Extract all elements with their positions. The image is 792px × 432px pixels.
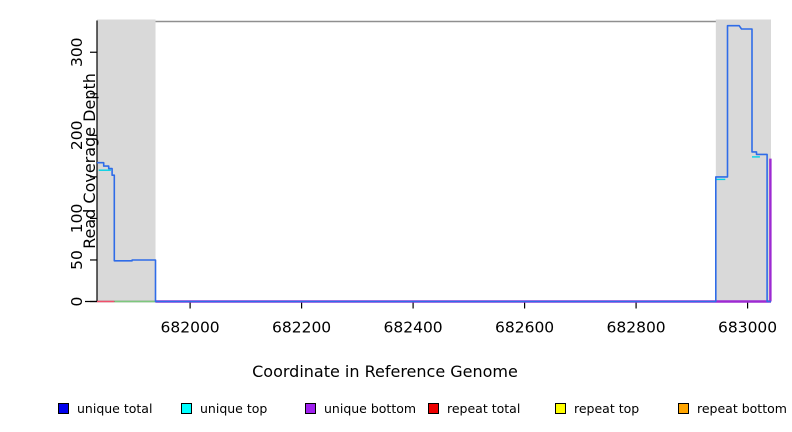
- x-tick-label: 682400: [384, 319, 443, 337]
- legend-label: repeat total: [447, 401, 521, 416]
- y-tick-label: 0: [68, 297, 86, 307]
- legend-label: unique bottom: [324, 401, 417, 416]
- y-tick-label: 50: [68, 250, 86, 270]
- y-tick-label: 300: [68, 37, 86, 67]
- repeat-total-swatch-icon: [428, 403, 439, 414]
- x-tick-label: 682200: [272, 319, 331, 337]
- repeat-bottom-swatch-icon: [678, 403, 689, 414]
- x-tick-label: 682000: [161, 319, 220, 337]
- repeat-region-left: [97, 19, 156, 302]
- x-tick-label: 682800: [607, 319, 666, 337]
- y-tick-label: 200: [68, 121, 86, 151]
- y-axis-title: Read Coverage Depth: [80, 73, 99, 249]
- legend-label: repeat top: [574, 401, 640, 416]
- repeat-top-swatch-icon: [555, 403, 566, 414]
- x-tick-label: 683000: [718, 319, 777, 337]
- legend: unique total unique top unique bottom re…: [0, 399, 792, 421]
- repeat-region-right: [715, 19, 771, 302]
- unique-total-swatch-icon: [58, 403, 69, 414]
- legend-label: repeat bottom: [697, 401, 787, 416]
- unique-top-swatch-icon: [181, 403, 192, 414]
- x-tick-label: 682600: [495, 319, 554, 337]
- x-axis-title: Coordinate in Reference Genome: [252, 362, 518, 381]
- unique-bottom-swatch-icon: [305, 403, 316, 414]
- series-unique-total: [97, 24, 771, 303]
- y-tick-label: 100: [68, 204, 86, 234]
- legend-label: unique total: [77, 401, 153, 416]
- legend-label: unique top: [200, 401, 268, 416]
